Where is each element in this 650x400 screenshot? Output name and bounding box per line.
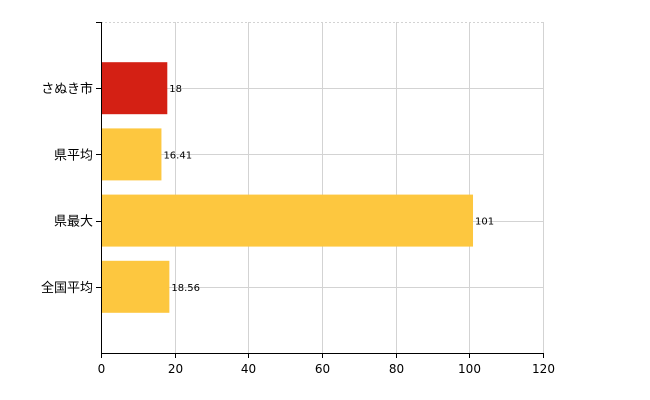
x-tick-label: 100: [458, 362, 481, 376]
data-label: 101: [475, 217, 494, 228]
bar: [102, 194, 474, 247]
x-tick-label: 20: [168, 362, 183, 376]
x-tick-label: 120: [532, 362, 555, 376]
data-label: 18.56: [171, 283, 200, 294]
data-label: 16.41: [163, 150, 192, 161]
bar: [102, 62, 168, 115]
x-tick-label: 0: [98, 362, 106, 376]
category-label: さぬき市: [41, 81, 93, 97]
x-tick-label: 40: [241, 362, 256, 376]
category-label: 県平均: [54, 148, 93, 163]
x-tick-label: 80: [389, 362, 404, 376]
x-tick-label: 60: [315, 362, 330, 376]
data-label: 18: [169, 84, 182, 95]
category-label: 全国平均: [41, 280, 93, 296]
bars: 18 16.41 101 18.56: [102, 62, 494, 313]
category-label: 県最大: [54, 215, 93, 230]
bar: [102, 260, 170, 313]
bar: [102, 128, 162, 181]
